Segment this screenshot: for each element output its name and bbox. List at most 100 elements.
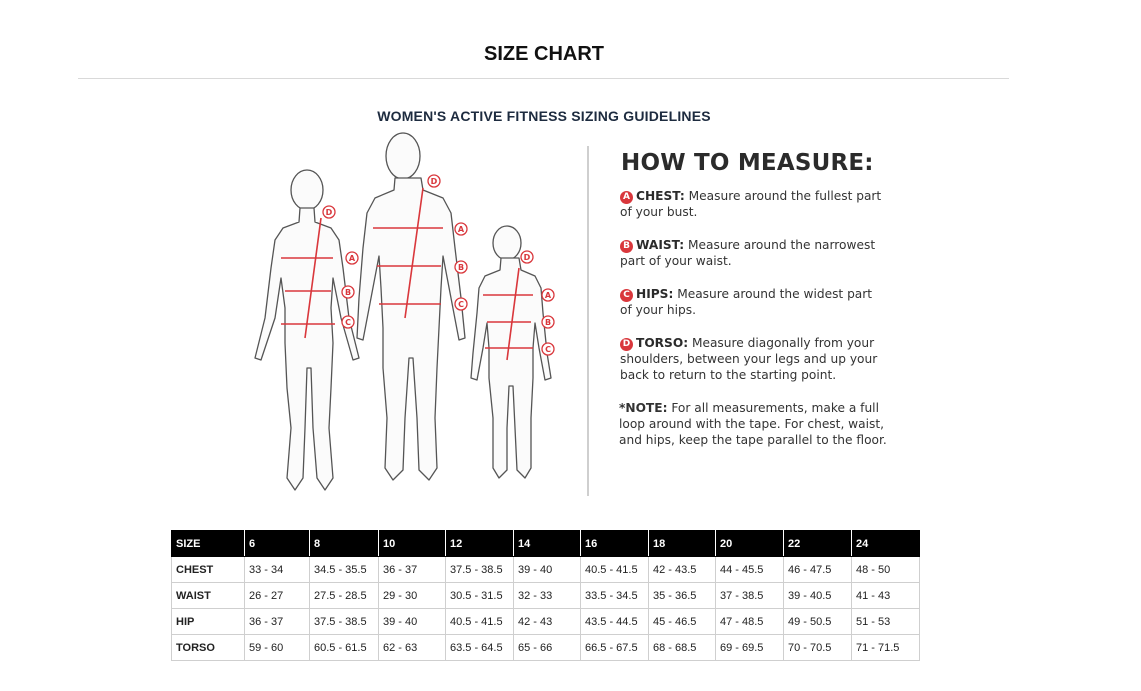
instruction-label: WAIST: [636, 238, 685, 252]
note-label: *NOTE: [619, 401, 668, 415]
table-row: TORSO 59 - 60 60.5 - 61.5 62 - 63 63.5 -… [171, 634, 920, 661]
column-header: 18 [648, 530, 716, 557]
marker-a-icon: A [620, 191, 633, 204]
column-header: 14 [513, 530, 581, 557]
table-row: CHEST 33 - 34 34.5 - 35.5 36 - 37 37.5 -… [171, 556, 920, 583]
table-cell: 32 - 33 [513, 582, 581, 609]
table-cell: 44 - 45.5 [715, 556, 784, 583]
table-cell: 63.5 - 64.5 [445, 634, 514, 661]
figure-left [254, 169, 360, 491]
table-cell: 39 - 40 [513, 556, 581, 583]
page-title: SIZE CHART [484, 43, 604, 65]
table-cell: 47 - 48.5 [715, 608, 784, 635]
table-cell: 45 - 46.5 [648, 608, 716, 635]
column-header: 10 [378, 530, 446, 557]
row-label: HIP [171, 608, 245, 635]
table-cell: 68 - 68.5 [648, 634, 716, 661]
table-cell: 42 - 43.5 [648, 556, 716, 583]
table-cell: 37.5 - 38.5 [309, 608, 379, 635]
marker-c-icon: C [620, 289, 633, 302]
table-cell: 65 - 66 [513, 634, 581, 661]
how-to-heading: HOW TO MEASURE: [621, 150, 874, 176]
measurement-note: *NOTE: For all measurements, make a full… [619, 400, 887, 448]
table-cell: 40.5 - 41.5 [445, 608, 514, 635]
table-cell: 39 - 40.5 [783, 582, 852, 609]
marker-a: A [458, 225, 465, 234]
section-divider [587, 146, 589, 496]
table-cell: 66.5 - 67.5 [580, 634, 649, 661]
column-header: 16 [580, 530, 649, 557]
marker-d: D [431, 177, 438, 186]
size-table-header-row: SIZE 6 8 10 12 14 16 18 20 22 24 [171, 530, 920, 557]
instruction-text: Measure diagonally from your shoulders, … [620, 336, 878, 382]
instruction-text: Measure around the widest part of your h… [620, 287, 873, 317]
how-to-measure-panel: HOW TO MEASURE: A CHEST: Measure around t… [617, 150, 887, 448]
table-cell: 36 - 37 [378, 556, 446, 583]
waist-instruction: B WAIST: Measure around the narrowest par… [620, 237, 887, 269]
marker-d-icon: D [620, 338, 633, 351]
table-cell: 43.5 - 44.5 [580, 608, 649, 635]
column-header: 6 [244, 530, 310, 557]
marker-b-icon: B [620, 240, 633, 253]
instruction-text: Measure around the narrowest part of you… [620, 238, 876, 268]
chest-instruction: A CHEST: Measure around the fullest part … [620, 188, 887, 220]
column-header: 8 [309, 530, 379, 557]
table-cell: 36 - 37 [244, 608, 310, 635]
table-cell: 29 - 30 [378, 582, 446, 609]
table-cell: 35 - 36.5 [648, 582, 716, 609]
marker-d: D [524, 253, 531, 262]
table-row: WAIST 26 - 27 27.5 - 28.5 29 - 30 30.5 -… [171, 582, 920, 609]
row-label: WAIST [171, 582, 245, 609]
note-text: For all measurements, make a full loop a… [619, 401, 887, 447]
table-cell: 27.5 - 28.5 [309, 582, 379, 609]
table-cell: 41 - 43 [851, 582, 920, 609]
table-cell: 40.5 - 41.5 [580, 556, 649, 583]
column-header: 24 [851, 530, 920, 557]
table-cell: 60.5 - 61.5 [309, 634, 379, 661]
marker-b: B [545, 318, 551, 327]
table-cell: 69 - 69.5 [715, 634, 784, 661]
table-cell: 37 - 38.5 [715, 582, 784, 609]
row-label: TORSO [171, 634, 245, 661]
marker-c: C [345, 318, 351, 327]
table-cell: 34.5 - 35.5 [309, 556, 379, 583]
figure-right [470, 225, 552, 479]
table-cell: 39 - 40 [378, 608, 446, 635]
table-cell: 42 - 43 [513, 608, 581, 635]
table-cell: 33 - 34 [244, 556, 310, 583]
table-cell: 26 - 27 [244, 582, 310, 609]
instruction-text: Measure around the fullest part of your … [620, 189, 882, 219]
table-cell: 59 - 60 [244, 634, 310, 661]
marker-b: B [458, 263, 464, 272]
column-header: 12 [445, 530, 514, 557]
instruction-label: TORSO: [636, 336, 689, 350]
marker-b: B [345, 288, 351, 297]
table-cell: 37.5 - 38.5 [445, 556, 514, 583]
table-cell: 30.5 - 31.5 [445, 582, 514, 609]
marker-a: A [545, 291, 552, 300]
table-cell: 46 - 47.5 [783, 556, 852, 583]
instruction-label: HIPS: [636, 287, 674, 301]
marker-a: A [349, 254, 356, 263]
table-row: HIP 36 - 37 37.5 - 38.5 39 - 40 40.5 - 4… [171, 608, 920, 635]
row-label: CHEST [171, 556, 245, 583]
table-cell: 33.5 - 34.5 [580, 582, 649, 609]
table-cell: 70 - 70.5 [783, 634, 852, 661]
marker-c: C [458, 300, 464, 309]
table-cell: 71 - 71.5 [851, 634, 920, 661]
column-header: 20 [715, 530, 784, 557]
table-cell: 62 - 63 [378, 634, 446, 661]
column-header: SIZE [171, 530, 245, 557]
instruction-label: CHEST: [636, 189, 685, 203]
hips-instruction: C HIPS: Measure around the widest part of… [620, 286, 887, 318]
torso-instruction: D TORSO: Measure diagonally from your sho… [620, 335, 887, 383]
body-figures-svg: D A B C D A B C D A B C [254, 132, 555, 491]
figure-center [356, 132, 466, 481]
size-table: SIZE 6 8 10 12 14 16 18 20 22 24 CHEST 3… [171, 530, 920, 661]
column-header: 22 [783, 530, 852, 557]
table-cell: 51 - 53 [851, 608, 920, 635]
title-divider [78, 78, 1009, 79]
marker-d: D [326, 208, 333, 217]
measurement-illustration: D A B C D A B C D A B C [245, 128, 590, 498]
table-cell: 48 - 50 [851, 556, 920, 583]
